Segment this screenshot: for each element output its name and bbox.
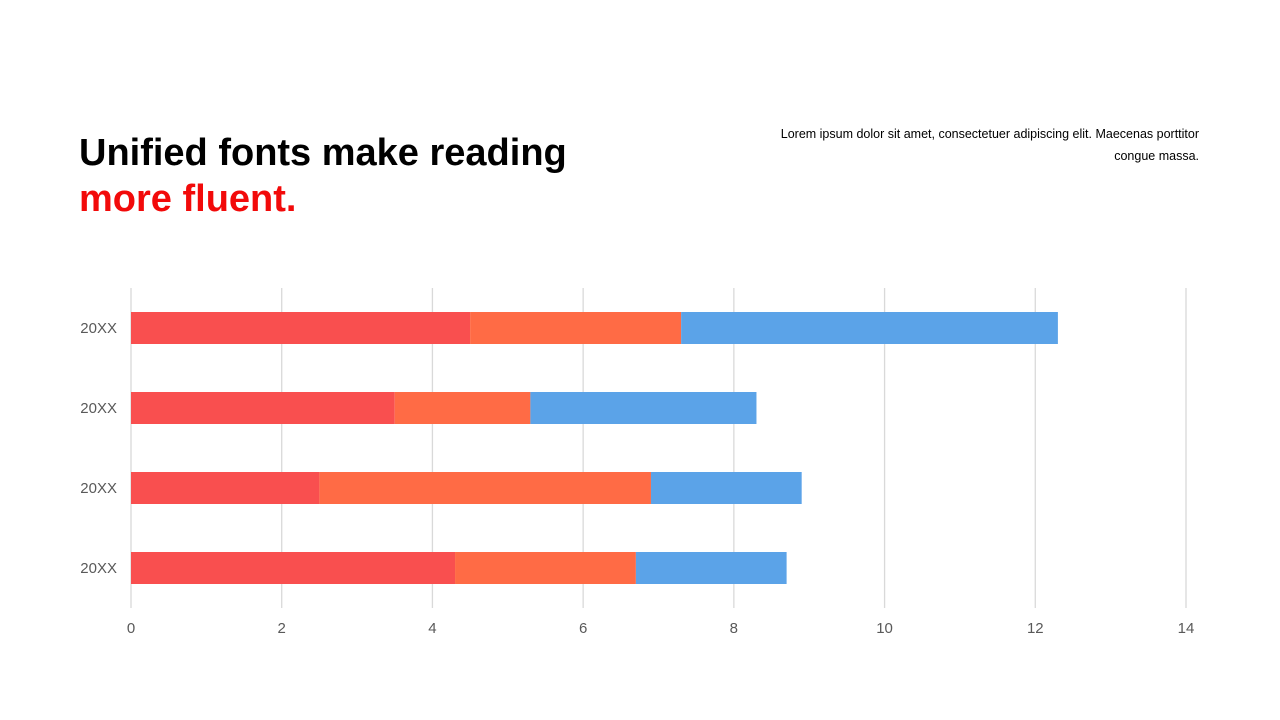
y-tick-label: 20XX <box>80 480 117 497</box>
x-tick-label: 12 <box>1027 620 1044 637</box>
slide-title: Unified fonts make reading more fluent. <box>79 130 567 222</box>
title-line-1: Unified fonts make reading <box>79 132 567 174</box>
bar-category-3-series-2 <box>635 552 787 584</box>
title-line-2-accent: more fluent. <box>79 178 297 220</box>
bars <box>131 312 1058 584</box>
x-tick-label: 4 <box>428 620 436 637</box>
bar-category-2-series-0 <box>131 472 320 504</box>
bar-category-1-series-0 <box>131 392 395 424</box>
x-tick-label: 10 <box>876 620 893 637</box>
y-axis-ticks: 20XX 20XX 20XX 20XX <box>80 320 117 577</box>
bar-category-0-series-2 <box>681 312 1058 344</box>
bar-category-2-series-2 <box>650 472 802 504</box>
bar-category-2-series-1 <box>319 472 651 504</box>
bar-category-1-series-2 <box>530 392 757 424</box>
x-axis-ticks: 0 2 4 6 8 10 12 14 <box>127 620 1195 637</box>
y-tick-label: 20XX <box>80 320 117 337</box>
x-tick-label: 6 <box>579 620 587 637</box>
bar-category-0-series-0 <box>131 312 471 344</box>
x-tick-label: 2 <box>278 620 286 637</box>
x-tick-label: 0 <box>127 620 135 637</box>
y-tick-label: 20XX <box>80 400 117 417</box>
bar-category-1-series-1 <box>394 392 531 424</box>
x-tick-label: 8 <box>730 620 738 637</box>
description-text: Lorem ipsum dolor sit amet, consectetuer… <box>780 127 1199 163</box>
bar-category-0-series-1 <box>470 312 682 344</box>
x-tick-label: 14 <box>1178 620 1195 637</box>
y-tick-label: 20XX <box>80 560 117 577</box>
bar-category-3-series-1 <box>455 552 636 584</box>
bar-category-3-series-0 <box>131 552 456 584</box>
